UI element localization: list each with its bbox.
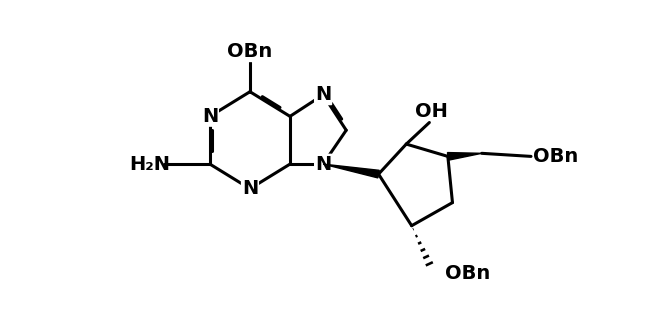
- Text: N: N: [242, 179, 258, 198]
- Polygon shape: [323, 164, 379, 178]
- Text: H₂N: H₂N: [129, 154, 170, 174]
- Text: OBn: OBn: [227, 42, 273, 61]
- Text: OBn: OBn: [534, 147, 579, 166]
- Polygon shape: [448, 153, 482, 160]
- Text: OBn: OBn: [445, 264, 490, 283]
- Text: N: N: [315, 154, 331, 174]
- Text: N: N: [315, 85, 331, 104]
- Text: OH: OH: [415, 102, 448, 121]
- Text: N: N: [202, 107, 218, 126]
